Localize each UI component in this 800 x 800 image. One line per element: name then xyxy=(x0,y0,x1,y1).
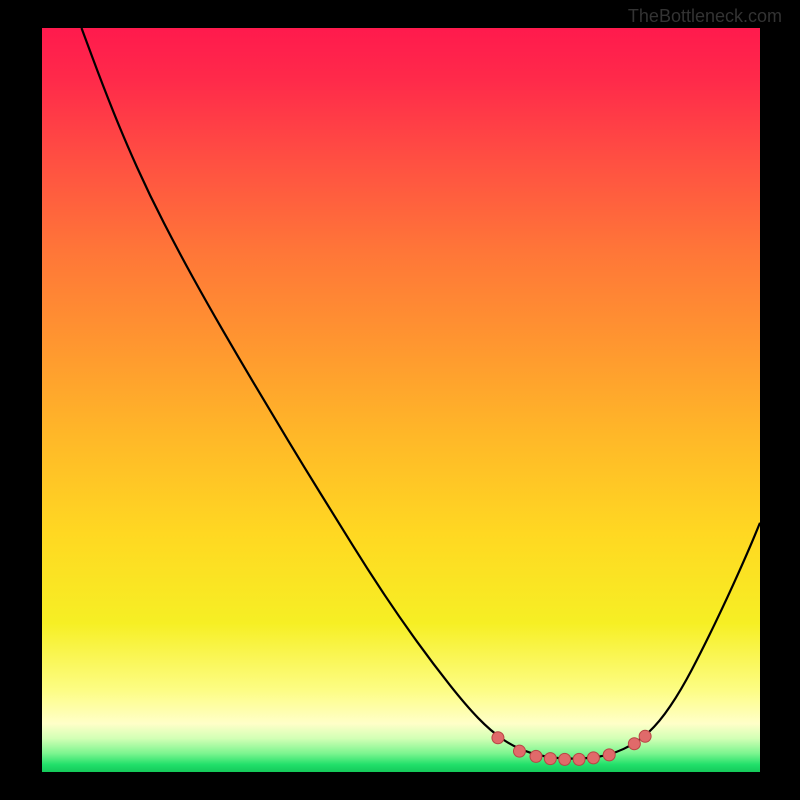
optimal-marker xyxy=(530,750,542,762)
optimal-marker xyxy=(573,753,585,765)
gradient-background xyxy=(42,28,760,772)
bottleneck-chart xyxy=(0,0,800,800)
optimal-marker xyxy=(559,753,571,765)
optimal-marker xyxy=(639,730,651,742)
optimal-marker xyxy=(628,738,640,750)
optimal-marker xyxy=(513,745,525,757)
optimal-marker xyxy=(492,732,504,744)
optimal-marker xyxy=(587,752,599,764)
optimal-marker xyxy=(603,749,615,761)
optimal-marker xyxy=(544,753,556,765)
attribution-label: TheBottleneck.com xyxy=(628,6,782,27)
